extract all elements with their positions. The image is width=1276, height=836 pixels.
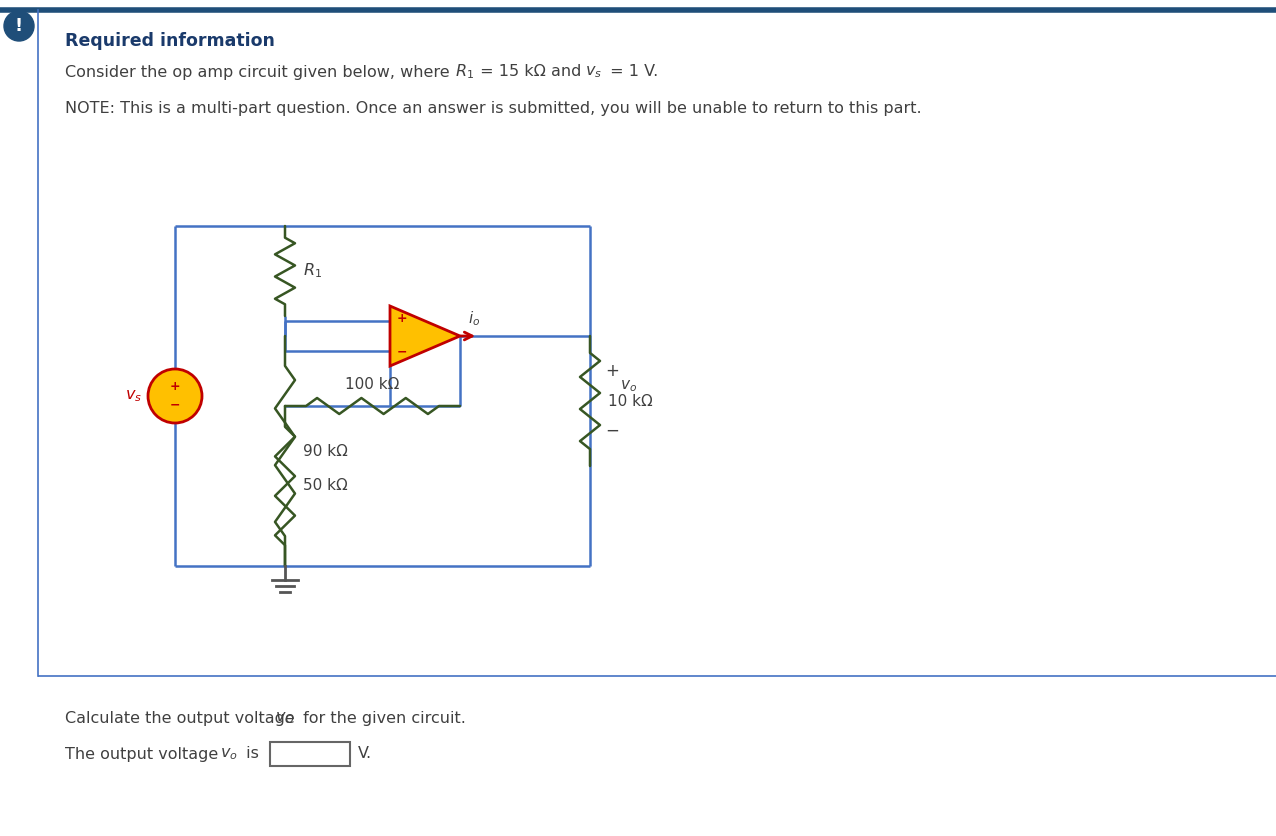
Text: $R_1$: $R_1$	[302, 262, 322, 280]
Text: $v_o$: $v_o$	[219, 747, 237, 762]
Text: = 1 V.: = 1 V.	[605, 64, 658, 79]
Circle shape	[4, 11, 34, 41]
Text: $v_s$: $v_s$	[584, 64, 602, 80]
Text: The output voltage: The output voltage	[65, 747, 223, 762]
Text: !: !	[15, 17, 23, 35]
Text: is: is	[241, 747, 259, 762]
Text: NOTE: This is a multi-part question. Once an answer is submitted, you will be un: NOTE: This is a multi-part question. Onc…	[65, 100, 921, 115]
Text: $v_s$: $v_s$	[125, 388, 142, 404]
Circle shape	[148, 369, 202, 423]
Text: 100 kΩ: 100 kΩ	[346, 377, 399, 392]
Text: −: −	[170, 399, 180, 411]
Text: 10 kΩ: 10 kΩ	[607, 394, 653, 409]
Text: −: −	[605, 422, 619, 440]
Text: Consider the op amp circuit given below, where: Consider the op amp circuit given below,…	[65, 64, 454, 79]
Text: 90 kΩ: 90 kΩ	[302, 444, 348, 458]
Text: +: +	[170, 380, 180, 394]
Text: 50 kΩ: 50 kΩ	[302, 478, 348, 493]
Polygon shape	[390, 306, 461, 366]
Text: Calculate the output voltage: Calculate the output voltage	[65, 711, 300, 726]
Text: $i_o$: $i_o$	[468, 309, 480, 329]
Text: for the given circuit.: for the given circuit.	[299, 711, 466, 726]
Text: $v_O$: $v_O$	[276, 710, 295, 726]
Text: Required information: Required information	[65, 32, 274, 50]
Text: V.: V.	[359, 747, 373, 762]
Text: +: +	[397, 313, 407, 325]
Text: −: −	[397, 345, 407, 359]
Text: = 15 kΩ and: = 15 kΩ and	[475, 64, 587, 79]
Text: $v_o$: $v_o$	[620, 378, 637, 394]
Text: $R_1$: $R_1$	[456, 63, 475, 81]
Bar	[271, 742, 350, 766]
Text: +: +	[605, 362, 619, 380]
